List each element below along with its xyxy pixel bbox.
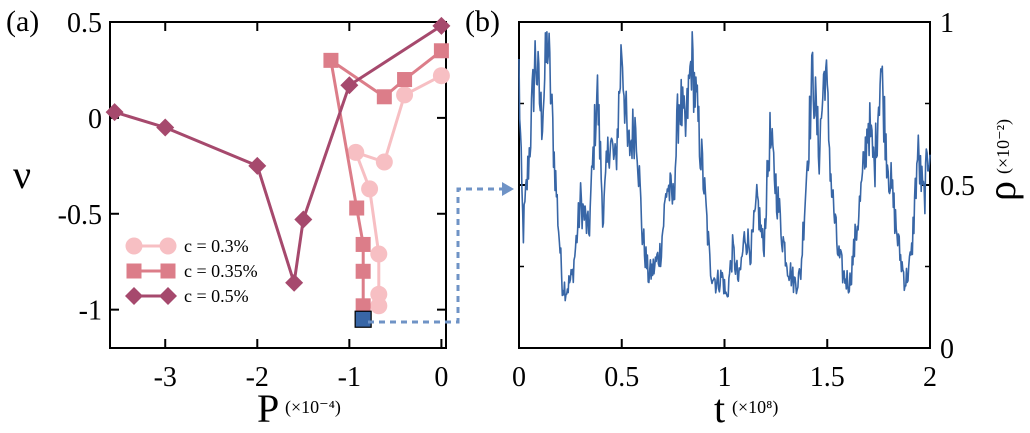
panel-a-ylabel: ν: [13, 152, 31, 197]
panel-a-ytick-label: 0: [88, 104, 102, 135]
panel-a-series-point-2: [432, 16, 451, 35]
panel-a-series-point-1: [355, 298, 371, 314]
panel-b-ylabel: ρ: [979, 181, 1024, 201]
panel-a-series-point-0: [432, 67, 450, 85]
legend-marker-left-2: [125, 287, 143, 305]
panel-b-ytick-label: 0: [940, 334, 954, 365]
legend-label-2: c = 0.5%: [184, 286, 249, 306]
panel-b-yunit: (×10⁻²): [993, 119, 1014, 174]
connector-arrow: [368, 182, 514, 324]
panel-b-xtick-label: 1: [718, 362, 732, 393]
panel-a-series-point-0: [370, 297, 388, 315]
panel-b-ylabel-group: ρ (×10⁻²): [979, 119, 1024, 201]
panel-a: (a) P (×10⁻⁴) ν -3 -2 -1 0 0.5 0 -0.5 -1 c = 0.3…: [6, 5, 451, 431]
panel-b-xtick-label: 0.5: [604, 362, 639, 393]
panel-a-series-point-1: [355, 236, 371, 252]
panel-a-series-point-1: [349, 200, 365, 216]
panel-a-ytick-label: -1: [79, 296, 102, 327]
panel-b-xtick-label: 0: [512, 362, 526, 393]
panel-a-highlight-point: [354, 310, 372, 328]
panel-a-series-point-0: [361, 180, 379, 198]
panel-b-xlabel: t: [714, 386, 725, 431]
panel-a-series-point-1: [323, 52, 339, 68]
panel-a-series-point-2: [285, 273, 304, 292]
legend-marker-left-0: [125, 237, 143, 255]
panel-a-xtick-label: -2: [246, 362, 269, 393]
panel-a-series-point-0: [375, 153, 393, 171]
legend-marker-right-2: [159, 287, 177, 305]
panel-b-ytick-label: 1: [940, 8, 954, 39]
panel-b-ytick-label: 0.5: [940, 171, 975, 202]
panel-a-series-point-1: [397, 72, 413, 88]
legend-label-1: c = 0.35%: [184, 261, 258, 281]
panel-b-xunit: (×10⁸): [732, 397, 778, 418]
panel-a-ytick-label: 0.5: [67, 8, 102, 39]
panel-a-frame: [109, 21, 447, 349]
panel-a-series-point-0: [370, 245, 388, 263]
panel-a-series-point-2: [105, 103, 124, 122]
panel-a-series-point-1: [355, 263, 371, 279]
panel-a-series-point-2: [340, 76, 359, 95]
panel-a-xlabel: P: [257, 386, 279, 431]
legend-marker-right-1: [160, 263, 176, 279]
panel-a-series-point-1: [376, 89, 392, 105]
panel-b: (b) t (×10⁸) ρ (×10⁻²) 0 0.5 1 1.5 200.51: [465, 5, 1024, 431]
panel-b-xtick-label: 1.5: [810, 362, 845, 393]
panel-a-ytick-label: -0.5: [58, 200, 102, 231]
panel-a-series-point-0: [396, 86, 414, 104]
panel-b-label: (b): [465, 5, 500, 38]
panel-a-xtick-label: 0: [434, 362, 448, 393]
legend-label-0: c = 0.3%: [184, 236, 249, 256]
legend-marker-left-1: [126, 263, 142, 279]
panel-a-xunit: (×10⁻⁴): [285, 397, 341, 418]
panel-a-series-point-2: [294, 210, 313, 229]
panel-b-xtick-label: 2: [923, 362, 937, 393]
panel-a-xtick-label: -3: [154, 362, 177, 393]
legend-marker-right-0: [159, 237, 177, 255]
panel-a-xtick-label: -1: [338, 362, 361, 393]
panel-a-series-point-0: [347, 143, 365, 161]
panel-b-series-line: [518, 30, 931, 302]
panel-a-series-point-2: [248, 156, 267, 175]
panel-a-series-point-1: [433, 43, 449, 59]
panel-a-series-point-2: [156, 118, 175, 137]
panel-a-label: (a): [6, 5, 39, 38]
